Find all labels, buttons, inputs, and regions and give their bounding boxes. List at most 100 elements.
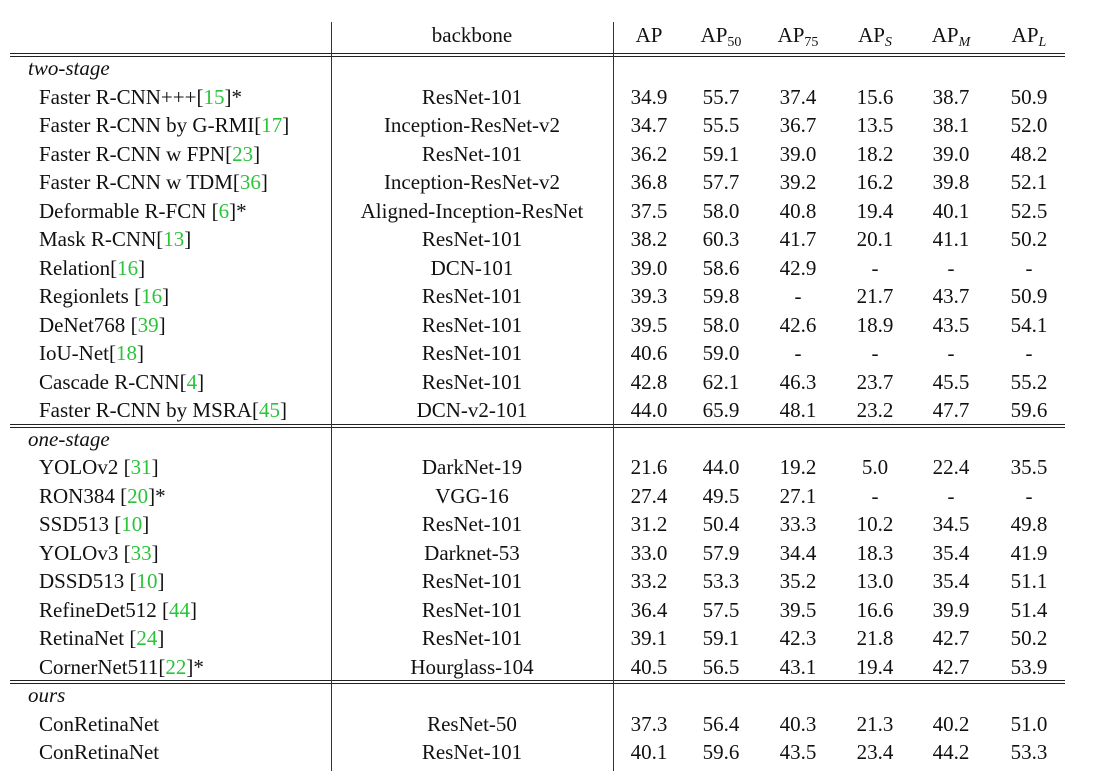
metric-cell: 40.5 bbox=[630, 654, 668, 679]
metric-cell: 65.9 bbox=[702, 398, 740, 422]
citation-link[interactable]: 10 bbox=[121, 512, 143, 536]
metric-cell: 58.6 bbox=[702, 255, 740, 280]
metric-cell: 36.7 bbox=[779, 113, 817, 137]
citation-link[interactable]: 4 bbox=[186, 369, 198, 394]
method-name: Faster R-CNN by G-RMI bbox=[39, 113, 255, 137]
header-aps: APS bbox=[858, 23, 892, 50]
metric-cell: 21.7 bbox=[856, 284, 894, 308]
method-suffix: * bbox=[155, 483, 166, 508]
citation-link[interactable]: 18 bbox=[115, 341, 137, 365]
header-apl: APL bbox=[1011, 23, 1047, 50]
ref-bracket: [ bbox=[130, 312, 138, 337]
metric-cell: 33.3 bbox=[779, 512, 817, 536]
citation-link[interactable]: 13 bbox=[163, 227, 185, 251]
method-name: Faster R-CNN+++ bbox=[39, 84, 197, 109]
ref-bracket: [ bbox=[123, 455, 131, 479]
metric-cell: - bbox=[871, 483, 879, 508]
metric-cell: - bbox=[947, 341, 955, 365]
ref-bracket: [ bbox=[254, 113, 262, 137]
header-row: backbone AP AP50 AP75 APS APM APL bbox=[10, 14, 1065, 54]
metric-cell: 42.8 bbox=[630, 369, 668, 394]
method-cell: Relation[16] bbox=[39, 254, 145, 283]
citation-link[interactable]: 23 bbox=[232, 141, 254, 166]
citation-link[interactable]: 16 bbox=[141, 284, 163, 308]
metric-cell: 50.9 bbox=[1010, 84, 1048, 109]
ref-bracket: [ bbox=[232, 170, 240, 194]
metric-cell: 58.0 bbox=[702, 198, 740, 223]
metric-cell: 50.2 bbox=[1010, 227, 1048, 251]
ref-bracket: [ bbox=[158, 654, 166, 679]
table-row: Faster R-CNN by G-RMI[17] Inception-ResNe… bbox=[10, 111, 1065, 140]
method-name: Regionlets bbox=[39, 284, 135, 308]
metric-cell: - bbox=[1025, 341, 1033, 365]
citation-link[interactable]: 31 bbox=[130, 455, 152, 479]
metric-cell: - bbox=[947, 255, 955, 280]
method-cell: RefineDet512 [44] bbox=[39, 596, 197, 625]
metric-cell: 31.2 bbox=[630, 512, 668, 536]
metric-cell: 59.1 bbox=[702, 141, 740, 166]
backbone-cell: ResNet-101 bbox=[421, 740, 523, 764]
metric-cell: 35.4 bbox=[932, 569, 970, 593]
metric-cell: 40.3 bbox=[779, 711, 817, 736]
method-cell: CornerNet511[22]* bbox=[39, 653, 204, 682]
metric-cell: 51.0 bbox=[1010, 711, 1048, 736]
citation-link[interactable]: 15 bbox=[203, 84, 225, 109]
metric-cell: 44.0 bbox=[702, 455, 740, 479]
metric-cell: - bbox=[1025, 255, 1033, 280]
metric-cell: 18.3 bbox=[856, 540, 894, 565]
citation-link[interactable]: 36 bbox=[239, 170, 261, 194]
metric-cell: 59.6 bbox=[1010, 398, 1048, 422]
method-cell: DSSD513 [10] bbox=[39, 567, 164, 596]
metric-cell: 35.4 bbox=[932, 540, 970, 565]
backbone-cell: ResNet-101 bbox=[421, 227, 523, 251]
citation-link[interactable]: 10 bbox=[136, 569, 158, 593]
header-ap75: AP75 bbox=[777, 23, 819, 50]
citation-link[interactable]: 17 bbox=[261, 113, 283, 137]
ref-bracket: ] bbox=[282, 113, 290, 137]
ref-bracket: [ bbox=[251, 398, 259, 422]
metric-cell: 57.7 bbox=[702, 170, 740, 194]
citation-link[interactable]: 20 bbox=[127, 483, 149, 508]
table-row: ConRetinaNet ResNet-50 37.3 56.4 40.3 21.3 40.… bbox=[10, 710, 1065, 739]
citation-link[interactable]: 33 bbox=[130, 540, 152, 565]
metric-cell: 48.2 bbox=[1010, 141, 1048, 166]
metric-cell: 23.2 bbox=[856, 398, 894, 422]
ref-bracket: ] bbox=[136, 341, 144, 365]
citation-link[interactable]: 22 bbox=[165, 654, 187, 679]
citation-link[interactable]: 24 bbox=[136, 626, 158, 650]
backbone-cell: ResNet-101 bbox=[421, 369, 523, 394]
method-name: RetinaNet bbox=[39, 626, 130, 650]
backbone-cell: Inception-ResNet-v2 bbox=[383, 170, 561, 194]
ref-bracket: ] bbox=[162, 284, 170, 308]
metric-cell: 40.1 bbox=[932, 198, 970, 223]
citation-link[interactable]: 45 bbox=[258, 398, 280, 422]
metric-cell: 53.9 bbox=[1010, 654, 1048, 679]
method-name: Mask R-CNN bbox=[39, 227, 157, 251]
ref-bracket: ] bbox=[184, 227, 192, 251]
citation-link[interactable]: 44 bbox=[169, 597, 191, 622]
method-name: Faster R-CNN by MSRA bbox=[39, 398, 252, 422]
rule-line bbox=[10, 56, 1065, 57]
method-cell: Deformable R-FCN [6]* bbox=[39, 197, 247, 226]
backbone-cell: ResNet-101 bbox=[421, 84, 523, 109]
citation-link[interactable]: 16 bbox=[117, 255, 139, 280]
method-suffix: * bbox=[193, 654, 204, 679]
metric-cell: 10.2 bbox=[856, 512, 894, 536]
metric-cell: 36.4 bbox=[630, 597, 668, 622]
method-cell: Faster R-CNN by MSRA[45] bbox=[39, 396, 287, 425]
citation-link[interactable]: 6 bbox=[218, 198, 230, 223]
method-name: CornerNet511 bbox=[39, 654, 159, 679]
method-name: Deformable R-FCN bbox=[39, 198, 212, 223]
metric-cell: 51.4 bbox=[1010, 597, 1048, 622]
metric-cell: - bbox=[871, 255, 879, 280]
table-row: Faster R-CNN+++[15]* ResNet-101 34.9 55.7 37… bbox=[10, 83, 1065, 112]
metric-cell: 51.1 bbox=[1010, 569, 1048, 593]
table-row: Faster R-CNN w FPN[23] ResNet-101 36.2 59.1… bbox=[10, 140, 1065, 169]
method-cell: YOLOv3 [33] bbox=[39, 539, 159, 568]
backbone-cell: ResNet-101 bbox=[421, 312, 523, 337]
citation-link[interactable]: 39 bbox=[137, 312, 159, 337]
backbone-cell: ResNet-50 bbox=[427, 711, 517, 736]
metric-cell: 56.5 bbox=[702, 654, 740, 679]
metric-cell: 42.9 bbox=[779, 255, 817, 280]
metric-cell: 62.1 bbox=[702, 369, 740, 394]
